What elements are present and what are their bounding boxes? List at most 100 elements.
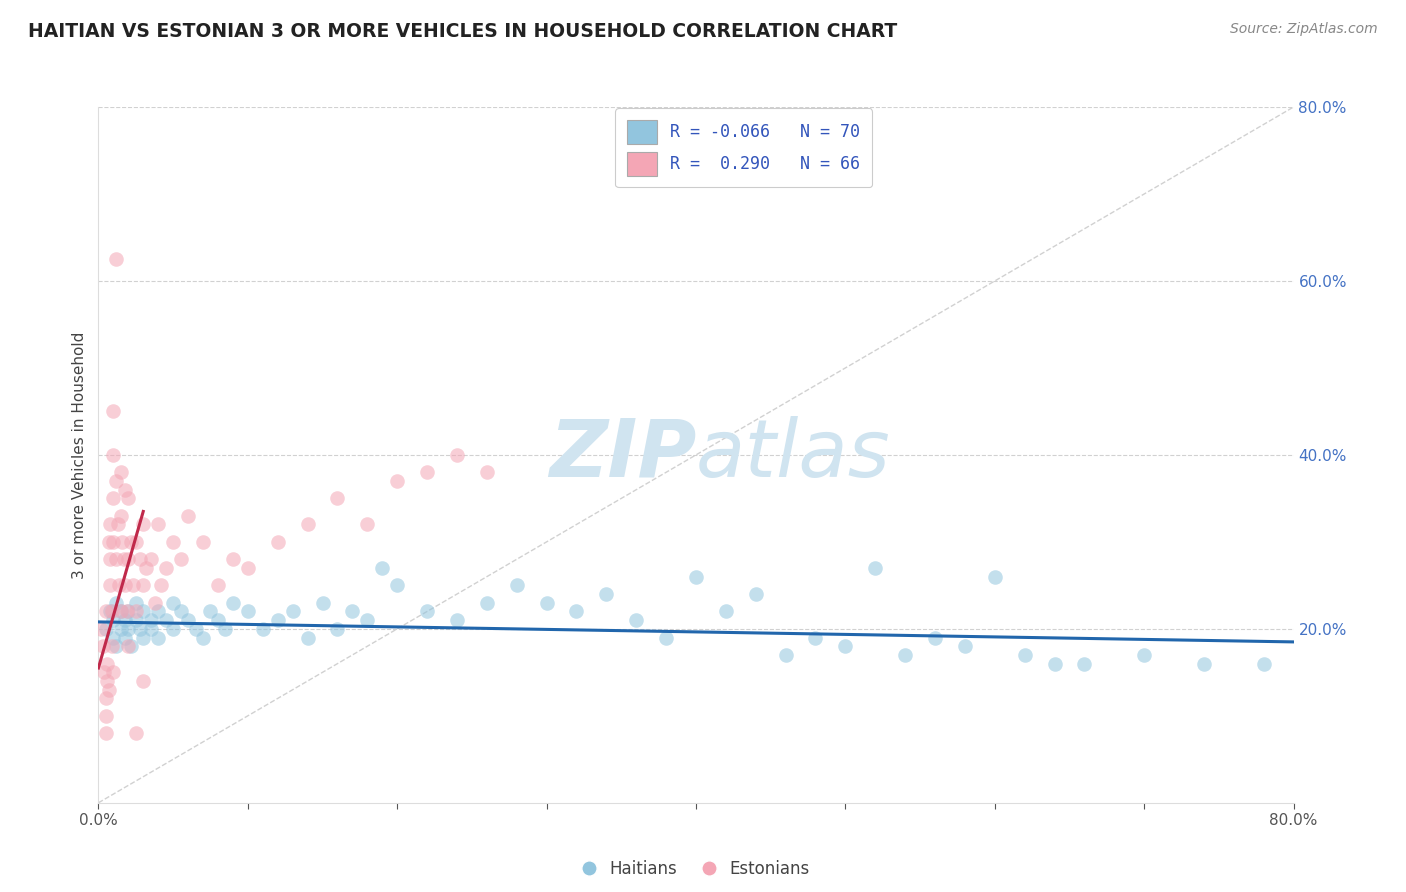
Text: ZIP: ZIP [548,416,696,494]
Point [148,631,170,645]
Point [371,561,394,575]
Point [416,605,439,619]
Point [110,508,132,523]
Text: HAITIAN VS ESTONIAN 3 OR MORE VEHICLES IN HOUSEHOLD CORRELATION CHART: HAITIAN VS ESTONIAN 3 OR MORE VEHICLES I… [28,22,897,41]
Point [98,517,122,532]
Point [148,605,170,619]
Point [983,570,1005,584]
Point [236,605,259,619]
Point [1192,657,1215,671]
Point [356,613,378,627]
Point [775,648,797,662]
Point [96,657,118,671]
Point [105,596,128,610]
Point [139,552,162,566]
Point [655,631,678,645]
Point [1043,657,1066,671]
Point [1253,657,1275,671]
Point [105,552,128,566]
Point [129,622,152,636]
Point [101,639,124,653]
Point [103,665,125,680]
Legend: Haitians, Estonians: Haitians, Estonians [576,854,815,885]
Point [101,605,124,619]
Point [94,622,117,636]
Point [90,622,112,636]
Point [536,596,558,610]
Point [114,613,136,627]
Point [214,622,236,636]
Point [297,517,319,532]
Point [177,508,200,523]
Point [222,552,245,566]
Point [103,404,125,418]
Point [125,613,148,627]
Point [685,570,707,584]
Point [103,534,125,549]
Point [103,491,125,506]
Point [207,578,229,592]
Point [115,605,138,619]
Point [169,605,191,619]
Point [894,648,917,662]
Point [98,552,122,566]
Point [120,534,142,549]
Point [143,596,166,610]
Point [139,622,162,636]
Point [139,613,162,627]
Point [112,552,135,566]
Point [129,552,152,566]
Point [475,466,498,480]
Point [267,534,290,549]
Point [267,613,290,627]
Point [804,631,827,645]
Point [342,605,364,619]
Point [103,613,125,627]
Point [169,552,191,566]
Point [326,491,349,506]
Point [200,605,222,619]
Point [132,605,155,619]
Point [281,605,304,619]
Point [114,631,136,645]
Point [114,483,136,497]
Point [103,448,125,462]
Point [506,578,529,592]
Point [132,674,155,689]
Point [326,622,349,636]
Point [565,605,588,619]
Point [97,534,120,549]
Y-axis label: 3 or more Vehicles in Household: 3 or more Vehicles in Household [72,331,87,579]
Point [105,474,128,488]
Point [107,517,129,532]
Point [117,622,139,636]
Point [94,708,117,723]
Point [105,639,128,653]
Point [865,561,887,575]
Point [110,622,132,636]
Point [117,491,139,506]
Point [834,639,856,653]
Point [103,631,125,645]
Point [132,631,155,645]
Point [125,534,148,549]
Point [297,631,319,645]
Point [446,613,468,627]
Point [924,631,946,645]
Point [311,596,333,610]
Text: Source: ZipAtlas.com: Source: ZipAtlas.com [1230,22,1378,37]
Point [110,605,132,619]
Point [385,578,409,592]
Point [624,613,647,627]
Point [111,534,134,549]
Point [150,578,173,592]
Point [132,517,155,532]
Point [125,726,148,740]
Point [236,561,259,575]
Point [207,613,229,627]
Point [1133,648,1156,662]
Point [446,448,468,462]
Point [117,639,139,653]
Point [94,605,117,619]
Point [155,613,177,627]
